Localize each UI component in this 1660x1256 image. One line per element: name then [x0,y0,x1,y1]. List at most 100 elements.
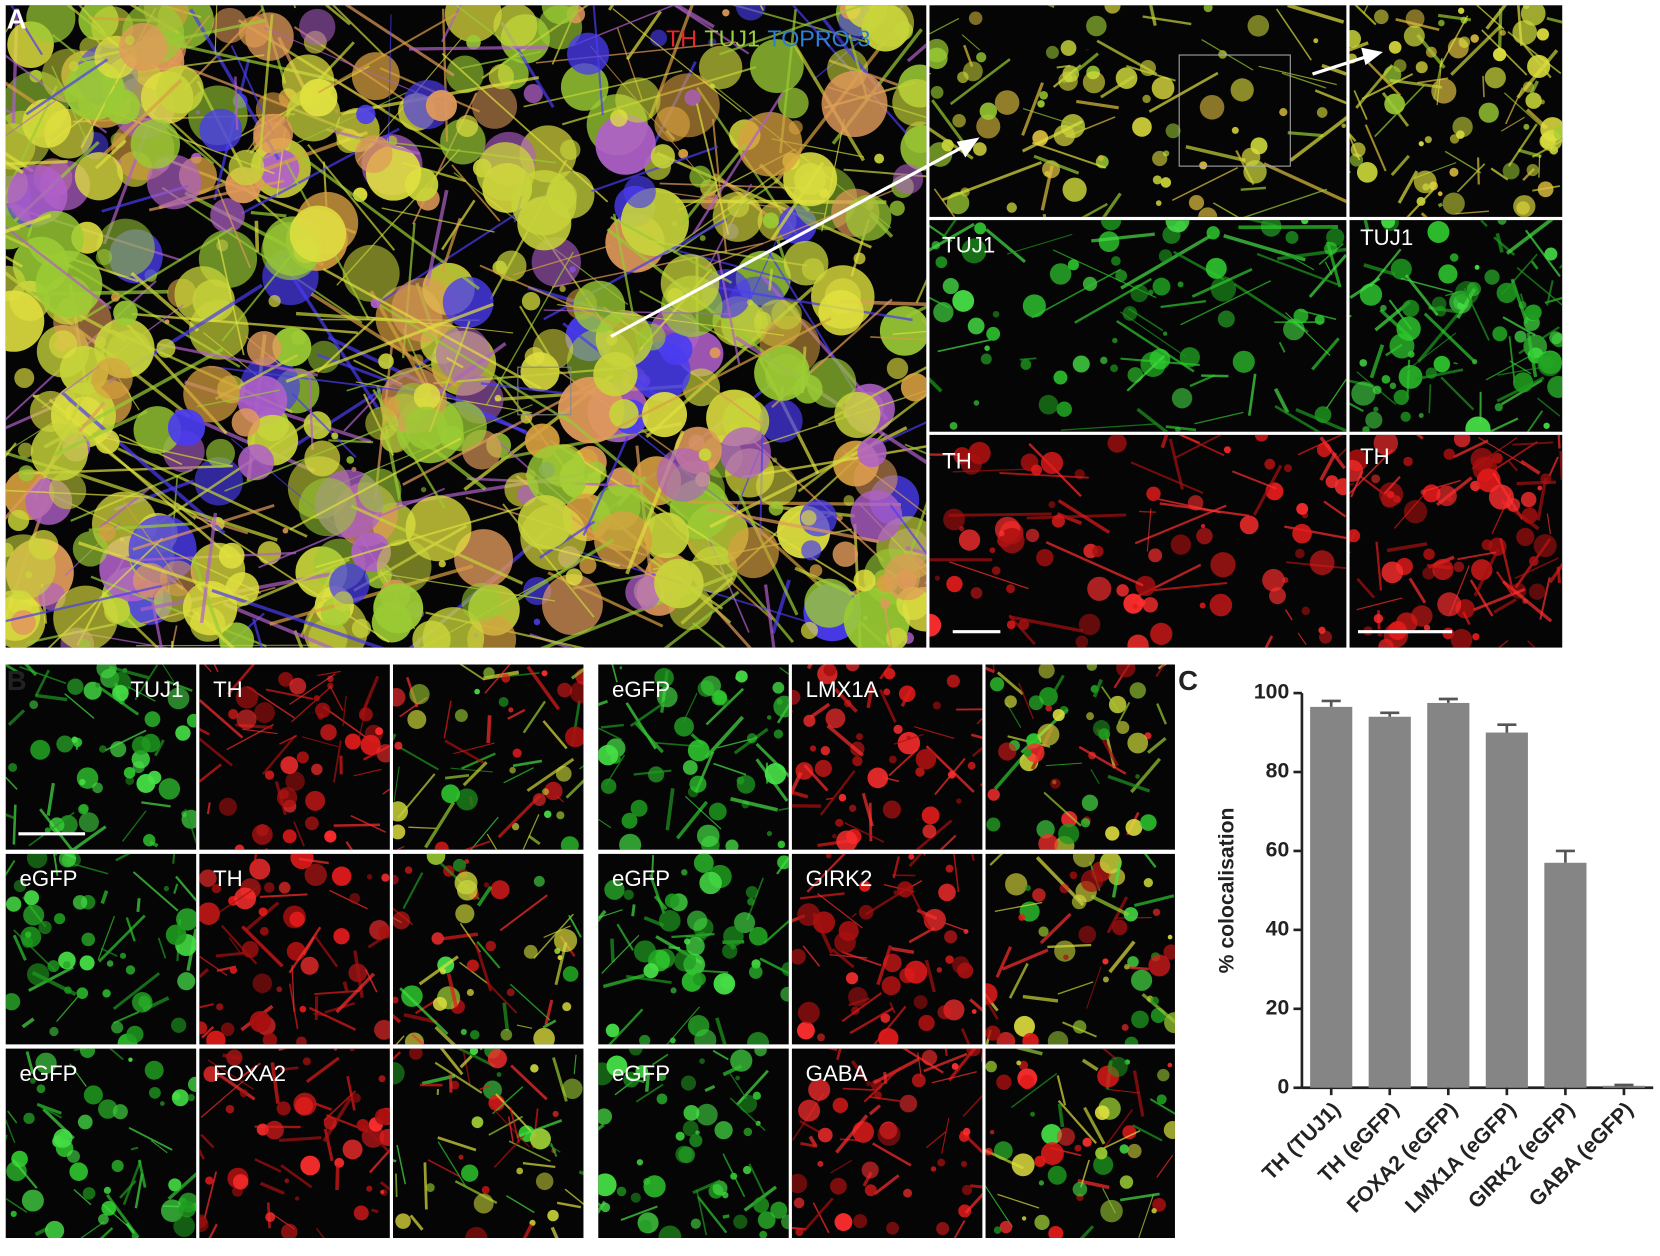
neurite [132,503,275,551]
cell [820,745,831,756]
cell [657,1072,667,1082]
cell [936,1222,950,1236]
neurite [510,1064,548,1101]
cell [58,853,77,868]
neurite [568,914,582,938]
cell [654,667,674,688]
neurite [1247,220,1277,227]
cell [1232,350,1255,373]
neurite [1031,141,1107,169]
cell [392,824,406,840]
cell [795,1227,804,1237]
micrograph-content [985,664,1167,850]
neurite [759,957,789,975]
cell [1447,496,1453,502]
cell [313,695,320,702]
cell [119,537,124,542]
cell [973,400,980,406]
micrograph [1349,5,1563,217]
neurite [1026,513,1127,520]
cell [1131,1010,1149,1029]
cell [523,944,538,959]
cell [1269,587,1286,605]
neurite [1389,78,1443,89]
neurite [803,764,829,792]
cell [1148,548,1163,563]
neurite [931,1071,977,1084]
cell [1069,871,1078,880]
cell [1416,196,1426,206]
cell [195,110,201,115]
neurite [953,1219,966,1239]
cell [684,89,701,106]
neurite [1559,450,1563,480]
neurite [34,669,50,697]
cell [1415,61,1428,74]
neurite [73,1189,92,1206]
cell [1452,116,1473,138]
cell [1132,604,1138,610]
cell [294,1196,300,1201]
micrograph-content [598,664,789,850]
neurite [963,44,974,68]
cell [830,1177,847,1195]
neurite [486,833,498,850]
neurite [503,767,534,784]
neurite [879,688,897,723]
cell [203,1066,220,1083]
cell [366,874,373,880]
cell [771,298,802,330]
neurite [949,561,1029,590]
cell [882,800,902,819]
cell [409,684,430,705]
neurite [1406,188,1435,217]
neurite [5,1118,16,1144]
cell [521,292,541,311]
cell [1230,78,1254,102]
neurite [1516,5,1523,46]
cell [937,1158,946,1167]
cell [866,1080,872,1087]
neurite [708,284,913,322]
cell [1097,154,1104,162]
cell [621,812,638,829]
neurite [768,268,774,291]
cell [647,766,665,783]
neurite [25,58,109,116]
neurite [379,1181,390,1192]
cell [712,191,763,242]
cell [946,575,963,593]
cell [1102,976,1109,983]
neurite [474,943,493,992]
channel-label: GABA [806,1061,868,1086]
neurite [557,410,737,561]
cell [481,1186,490,1194]
cell [511,822,520,831]
neurite [1263,162,1347,204]
neurite [712,606,752,648]
neurite [1445,291,1458,297]
neurite [350,504,524,585]
neurite [1524,229,1561,278]
neurite [1423,312,1477,364]
neurite [902,1048,944,1074]
neurite [398,746,439,771]
neurite [881,594,893,648]
cell [300,1155,321,1176]
cell [658,1225,682,1239]
cell [804,578,854,628]
cell [936,967,943,973]
cell [392,801,409,822]
neurite [705,687,745,726]
cell [1403,25,1425,47]
neurite [1018,682,1035,720]
neurite [134,664,159,701]
cell [379,1128,390,1146]
neurite [134,1173,144,1209]
neurite [330,77,386,111]
neurite [843,168,927,178]
neurite [924,959,936,993]
neurite [409,1214,424,1231]
cell [643,963,659,979]
neurite [5,442,17,458]
